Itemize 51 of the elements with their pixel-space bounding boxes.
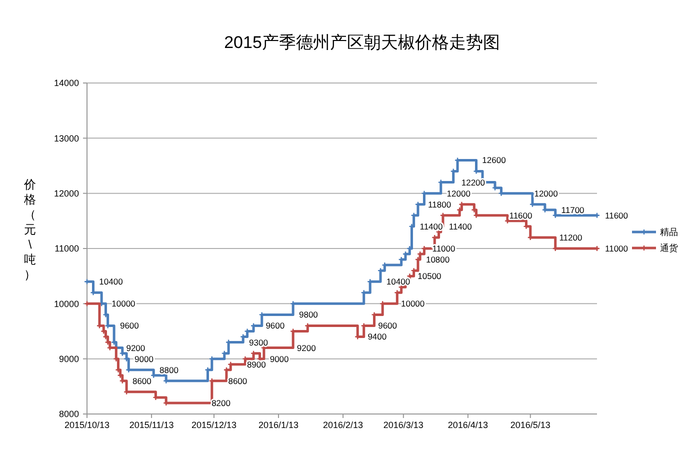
- annotation: 11000: [605, 243, 628, 254]
- annotation: 11600: [509, 210, 533, 220]
- annotation: 8600: [132, 376, 152, 386]
- annotation: 12000: [446, 188, 471, 198]
- y-tick-label: 8000: [58, 409, 79, 420]
- annotation: 8200: [212, 398, 231, 408]
- chart-title: 2015产季德州产区朝天椒价格走势图: [224, 33, 500, 52]
- x-tick-label: 2015/12/13: [191, 420, 237, 430]
- legend-label: 精品: [660, 227, 678, 238]
- annotation: 9200: [126, 342, 146, 353]
- annotation: 11700: [561, 204, 585, 215]
- x-tick-label: 2016/2/13: [323, 420, 364, 430]
- annotation: 9000: [270, 354, 290, 364]
- annotation: 9200: [296, 342, 316, 353]
- annotation: 9600: [378, 320, 398, 331]
- annotation: 9600: [120, 320, 140, 331]
- annotation: 11400: [448, 221, 472, 232]
- x-tick-label: 2015/11/13: [129, 420, 174, 430]
- legend-label: 通货: [660, 243, 678, 254]
- y-tick-label: 14000: [54, 78, 79, 88]
- x-tick-label: 2016/1/13: [258, 420, 299, 430]
- annotation: 11800: [428, 199, 452, 210]
- annotation: 9300: [249, 337, 268, 348]
- annotation: 11200: [559, 232, 582, 242]
- annotation: 9400: [368, 332, 387, 342]
- y-tick-label: 11000: [54, 244, 79, 254]
- x-tick-label: 2016/4/13: [448, 420, 488, 430]
- annotation: 11000: [432, 243, 456, 254]
- annotation: 12200: [461, 177, 486, 188]
- annotation: 10500: [418, 271, 442, 282]
- annotation: 11600: [605, 210, 628, 220]
- x-tick-label: 2015/10/13: [64, 420, 110, 430]
- x-tick-label: 2016/5/13: [510, 420, 550, 430]
- annotation: 9600: [266, 320, 285, 331]
- annotation: 10000: [112, 298, 136, 309]
- y-axis-title: 价格（元\吨）: [23, 178, 36, 282]
- annotation: 8800: [160, 364, 179, 375]
- annotation: 12000: [534, 188, 558, 198]
- y-tick-label: 9000: [58, 354, 79, 364]
- annotation: 9000: [134, 354, 154, 364]
- annotation: 9800: [299, 310, 318, 320]
- y-tick-label: 10000: [54, 298, 79, 309]
- annotation: 8900: [246, 359, 266, 370]
- annotation: 10400: [99, 276, 124, 287]
- y-tick-label: 12000: [54, 188, 79, 198]
- y-tick-label: 13000: [54, 133, 79, 144]
- x-tick-label: 2016/3/13: [383, 420, 424, 430]
- annotation: 10800: [426, 254, 450, 265]
- annotation: 12600: [482, 155, 506, 166]
- annotation: 8600: [228, 376, 248, 386]
- annotation: 10000: [401, 298, 425, 309]
